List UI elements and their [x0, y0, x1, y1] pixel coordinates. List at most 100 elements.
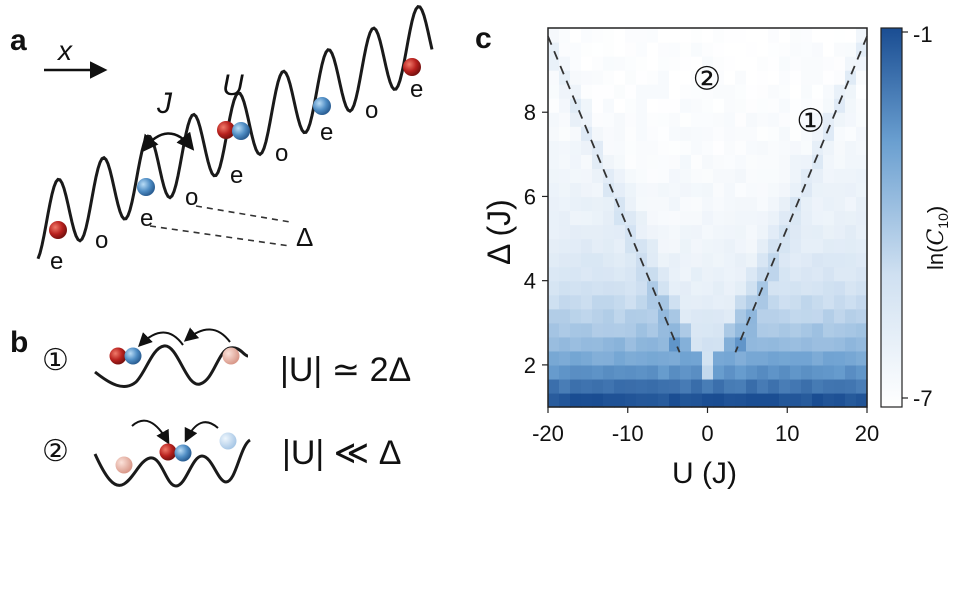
heatmap-cell — [669, 238, 681, 254]
heatmap-cell — [856, 266, 868, 282]
heatmap-cell — [845, 56, 857, 71]
heatmap-cell — [592, 238, 604, 254]
heatmap-cell — [713, 364, 725, 380]
heatmap-cell — [548, 252, 560, 268]
heatmap-cell — [625, 70, 637, 85]
heatmap-cell — [625, 196, 637, 212]
heatmap-cell — [746, 126, 758, 141]
heatmap-cell — [570, 350, 582, 366]
heatmap-cell — [658, 140, 670, 155]
heatmap-cell — [790, 350, 802, 366]
heatmap-cell — [845, 322, 857, 338]
heatmap-cell — [823, 378, 835, 394]
heatmap-cell — [724, 140, 736, 155]
heatmap-cell — [548, 154, 560, 169]
heatmap-cell — [603, 28, 615, 43]
heatmap-cell — [768, 322, 780, 338]
heatmap-cell — [702, 350, 714, 366]
heatmap-cell — [735, 154, 747, 169]
heatmap-cell — [790, 294, 802, 310]
heatmap-cell — [691, 224, 703, 240]
heatmap-cell — [812, 266, 824, 282]
heatmap-cell — [669, 280, 681, 296]
heatmap-cell — [746, 308, 758, 324]
heatmap-cell — [636, 308, 648, 324]
heatmap-cell — [669, 112, 681, 127]
heatmap-cell — [801, 294, 813, 310]
heatmap-cell — [614, 238, 626, 254]
heatmap-cell — [559, 238, 571, 254]
heatmap-cell — [647, 322, 659, 338]
heatmap-cell — [669, 336, 681, 352]
heatmap-cell — [548, 112, 560, 127]
heatmap-cell — [625, 378, 637, 394]
heatmap-cell — [614, 28, 626, 43]
y-axis-title-group: Δ (J) — [481, 199, 517, 265]
x-axis-title-text: U (J) — [672, 457, 737, 490]
heatmap-cell — [691, 112, 703, 127]
heatmap-cell — [746, 182, 758, 198]
heatmap-cell — [757, 336, 769, 352]
heatmap-cell — [625, 266, 637, 282]
heatmap-cell — [614, 224, 626, 240]
heatmap-cell — [581, 266, 593, 282]
heatmap-cell — [702, 210, 714, 226]
heatmap-cell — [757, 322, 769, 338]
heatmap-cell — [680, 364, 692, 380]
heatmap-cell — [856, 28, 868, 43]
heatmap-cell — [614, 266, 626, 282]
heatmap-cell — [845, 364, 857, 380]
heatmap-cell — [636, 196, 648, 212]
heatmap-cell — [757, 308, 769, 324]
heatmap-cell — [570, 70, 582, 85]
heatmap-cell — [713, 168, 725, 184]
heatmap-cell — [856, 70, 868, 85]
heatmap-cell — [647, 42, 659, 57]
heatmap-cell — [735, 266, 747, 282]
heatmap-cell — [548, 238, 560, 254]
heatmap-cell — [768, 140, 780, 155]
heatmap-cell — [746, 350, 758, 366]
atom-blue — [124, 347, 142, 365]
heatmap-cell — [603, 56, 615, 71]
heatmap-cell — [680, 224, 692, 240]
heatmap-cell — [647, 224, 659, 240]
heatmap-cell — [768, 294, 780, 310]
heatmap-cell — [669, 392, 681, 408]
site-label: e — [140, 205, 153, 232]
heatmap-cell — [812, 210, 824, 226]
heatmap-cell — [757, 182, 769, 198]
heatmap-cell — [680, 182, 692, 198]
heatmap-cell — [834, 28, 846, 43]
atom-red — [403, 58, 421, 76]
heatmap-cell — [581, 196, 593, 212]
heatmap-cell — [702, 98, 714, 113]
heatmap-cell — [592, 224, 604, 240]
heatmap-cell — [592, 196, 604, 212]
heatmap-cell — [680, 70, 692, 85]
heatmap-cell — [581, 182, 593, 198]
heatmap-cell — [801, 378, 813, 394]
heatmap-cell — [801, 28, 813, 43]
x-axis-ticks: -20 -10 0 10 20 — [532, 407, 879, 446]
heatmap-cell — [548, 378, 560, 394]
heatmap-cell — [856, 322, 868, 338]
heatmap-cell — [592, 140, 604, 155]
heatmap-cell — [746, 70, 758, 85]
heatmap-cell — [746, 252, 758, 268]
heatmap-cell — [812, 280, 824, 296]
heatmap-cell — [768, 210, 780, 226]
heatmap-cell — [592, 336, 604, 352]
heatmap-cell — [625, 392, 637, 408]
heatmap-cell — [581, 70, 593, 85]
heatmap-cell — [790, 70, 802, 85]
heatmap-cell — [834, 294, 846, 310]
heatmap-cell — [812, 308, 824, 324]
heatmap-cell — [735, 84, 747, 99]
heatmap-cell — [592, 378, 604, 394]
heatmap-cell — [790, 252, 802, 268]
heatmap-cell — [548, 336, 560, 352]
heatmap-cell — [834, 112, 846, 127]
heatmap-cell — [768, 308, 780, 324]
heatmap-cell — [559, 252, 571, 268]
